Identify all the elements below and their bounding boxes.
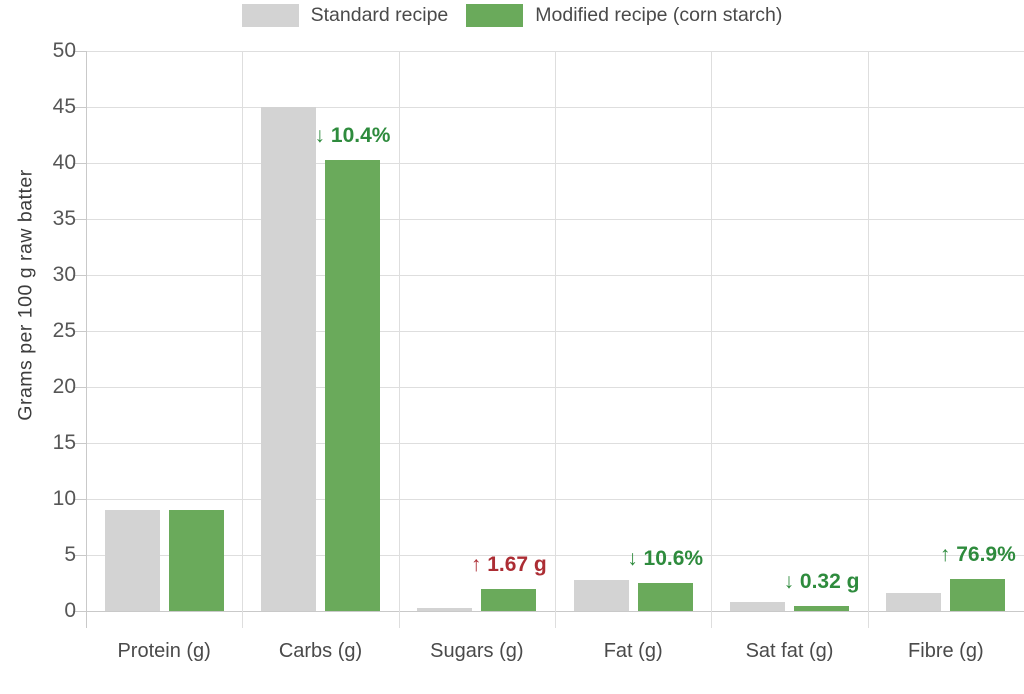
bar-standard-carbs-g- — [261, 107, 316, 611]
y-tick-mark-5 — [73, 555, 86, 556]
gridline-x-5 — [868, 51, 869, 628]
legend-entry-modified-recipe: Modified recipe (corn starch) — [466, 4, 782, 27]
legend-label-modified-recipe: Modified recipe (corn starch) — [535, 4, 783, 26]
y-tick-label-0: 0 — [64, 599, 76, 622]
y-tick-label-50: 50 — [52, 39, 76, 62]
y-tick-label-30: 30 — [52, 263, 76, 286]
bar-standard-sat-fat-g- — [730, 602, 785, 611]
annotation-up-5: ↑ 76.9% — [939, 543, 1016, 567]
y-tick-label-20: 20 — [52, 375, 76, 398]
x-axis-label-2: Sugars (g) — [430, 640, 524, 662]
y-axis-line — [86, 51, 87, 628]
gridline-x-1 — [242, 51, 243, 628]
x-axis-label-5: Fibre (g) — [908, 640, 984, 662]
y-tick-mark-50 — [73, 51, 86, 52]
y-tick-label-5: 5 — [64, 543, 76, 566]
bar-modified-sugars-g- — [481, 588, 537, 611]
annotation-up-2: ↑ 1.67 g — [470, 552, 547, 576]
y-tick-label-10: 10 — [52, 487, 76, 510]
x-axis-label-3: Fat (g) — [603, 640, 663, 662]
y-tick-mark-40 — [73, 163, 86, 164]
y-tick-label-25: 25 — [52, 319, 76, 342]
y-tick-label-35: 35 — [52, 207, 76, 230]
y-tick-mark-45 — [73, 107, 86, 108]
legend-entry-standard-recipe: Standard recipe — [241, 4, 449, 27]
bar-modified-protein-g- — [168, 510, 224, 611]
annotation-down-1: ↓ 10.4% — [314, 123, 391, 147]
x-axis-label-0: Protein (g) — [117, 640, 211, 662]
bar-standard-fat-g- — [573, 579, 629, 611]
legend: Standard recipe Modified recipe (corn st… — [0, 4, 1024, 27]
gridline-x-3 — [555, 51, 556, 628]
legend-swatch-modified-recipe — [466, 4, 524, 27]
y-tick-mark-30 — [73, 275, 86, 276]
legend-swatch-standard-recipe — [241, 4, 299, 27]
legend-label-standard-recipe: Standard recipe — [310, 4, 449, 26]
y-tick-mark-0 — [73, 611, 86, 612]
y-tick-mark-25 — [73, 331, 86, 332]
y-tick-mark-10 — [73, 499, 86, 500]
gridline-x-4 — [711, 51, 712, 628]
annotation-down-4: ↓ 0.32 g — [783, 569, 860, 593]
y-tick-label-15: 15 — [52, 431, 76, 454]
bar-standard-fibre-g- — [886, 593, 942, 611]
bar-modified-sat-fat-g- — [794, 605, 849, 611]
y-tick-mark-35 — [73, 219, 86, 220]
bar-standard-protein-g- — [104, 510, 160, 611]
annotation-down-3: ↓ 10.6% — [627, 547, 704, 570]
y-tick-label-45: 45 — [52, 95, 76, 118]
bar-modified-carbs-g- — [325, 159, 380, 611]
y-tick-mark-20 — [73, 387, 86, 388]
bar-modified-fibre-g- — [950, 579, 1006, 611]
bar-modified-fat-g- — [637, 583, 693, 611]
y-tick-label-40: 40 — [52, 151, 76, 174]
bar-standard-sugars-g- — [417, 607, 473, 611]
x-axis-label-4: Sat fat (g) — [745, 640, 834, 662]
gridline-x-2 — [399, 51, 400, 628]
x-axis-label-1: Carbs (g) — [278, 640, 363, 662]
y-tick-mark-15 — [73, 443, 86, 444]
